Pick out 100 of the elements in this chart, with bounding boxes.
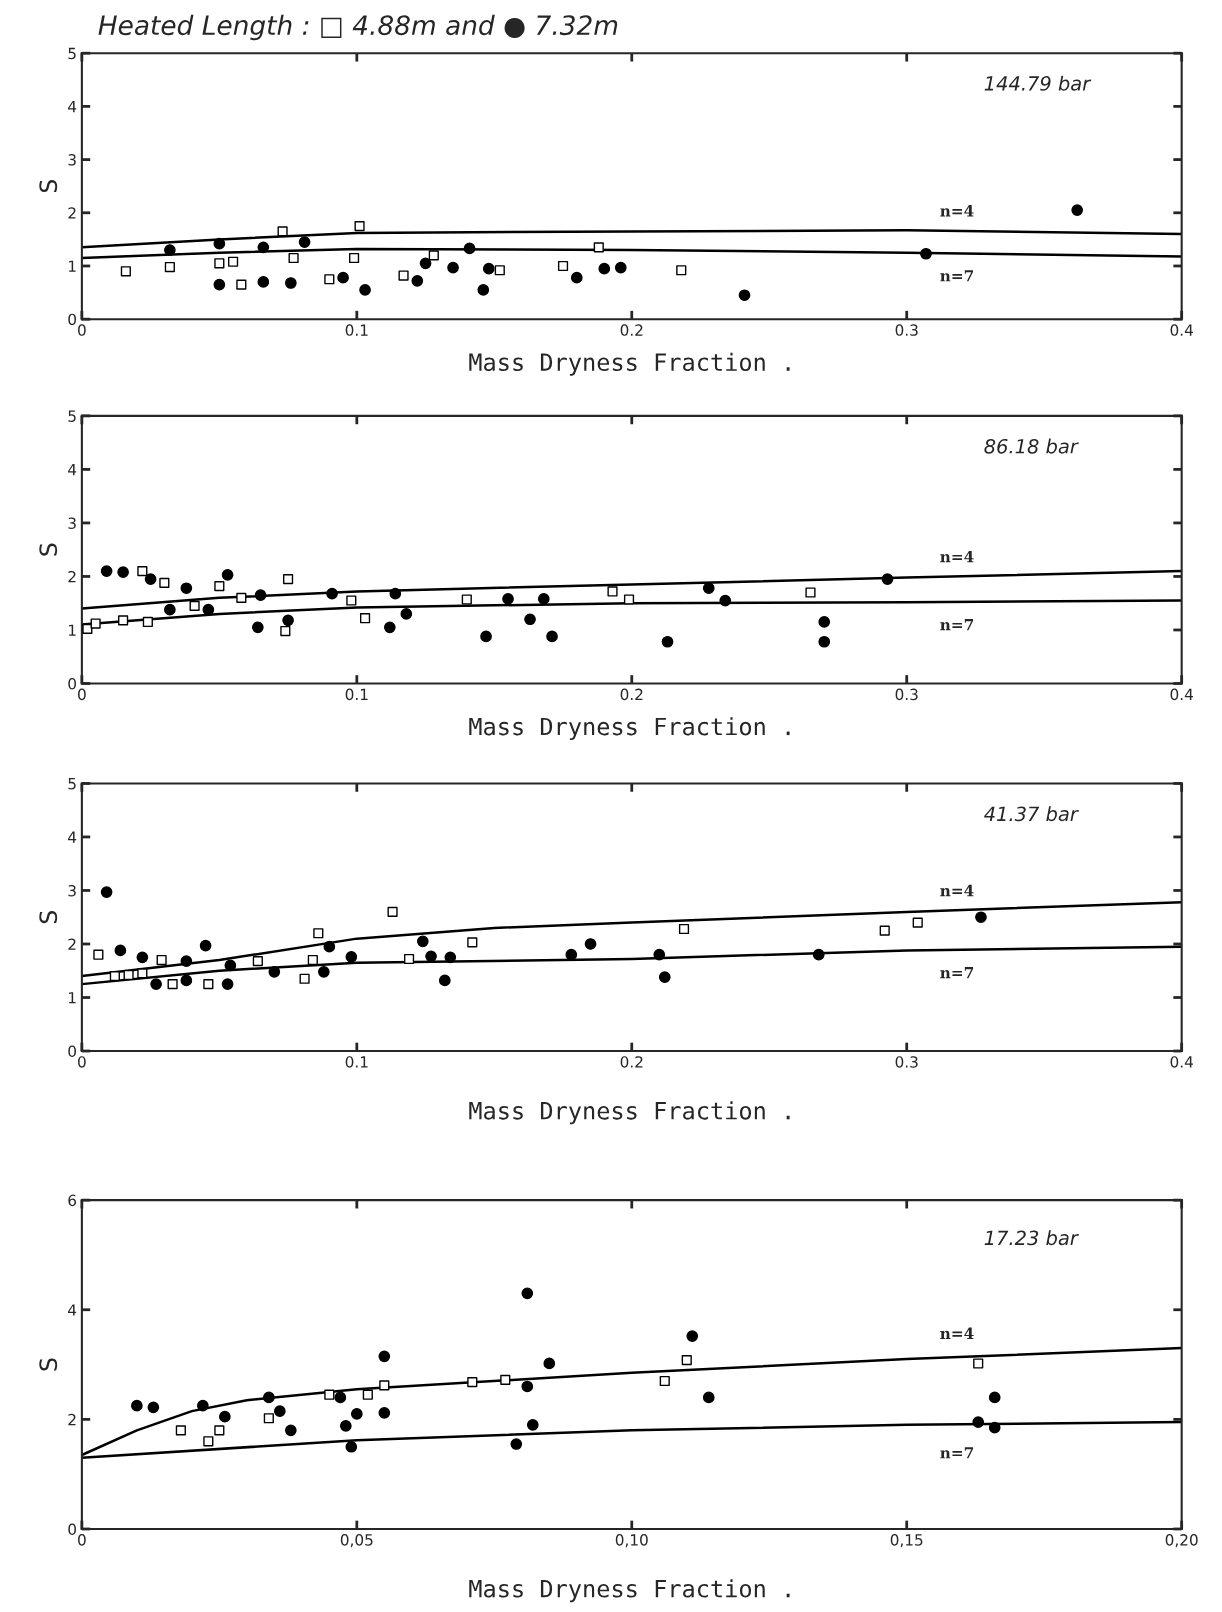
y-tick-label: 2 (68, 1413, 76, 1426)
y-tick-label: 0 (68, 1523, 76, 1535)
point (480, 630, 492, 643)
point (593, 242, 604, 253)
point (257, 241, 270, 254)
point (570, 271, 583, 284)
x-axis-title: Mass Dryness Fraction . (469, 1579, 790, 1603)
point (199, 939, 212, 952)
point (661, 635, 674, 648)
series-label: n=7 (940, 967, 973, 979)
point (988, 1391, 1001, 1404)
point (180, 974, 193, 987)
point (323, 940, 336, 953)
point (228, 256, 239, 267)
point (719, 594, 732, 607)
x-tick-label: 0.3 (895, 324, 918, 336)
point (881, 573, 894, 585)
point (147, 1401, 160, 1414)
x-tick-label: 0,10 (615, 1534, 648, 1548)
y-tick-label: 1 (68, 992, 76, 1004)
point (268, 965, 281, 978)
y-axis-title: S (39, 911, 58, 924)
point (419, 257, 432, 270)
point (180, 582, 193, 595)
point (510, 1438, 523, 1450)
point (975, 911, 987, 924)
y-axis-title: S (39, 180, 58, 193)
point (236, 592, 247, 603)
point (812, 948, 825, 961)
point (298, 236, 311, 248)
x-axis-title: Mass Dryness Fraction . (469, 1101, 790, 1125)
point (623, 594, 635, 605)
point (447, 261, 459, 274)
point (100, 565, 113, 577)
y-tick-label: 4 (68, 831, 77, 843)
point (189, 600, 200, 611)
y-tick-label: 5 (68, 47, 76, 60)
point (359, 613, 371, 624)
point (339, 1420, 352, 1432)
point (818, 635, 831, 648)
point (156, 954, 167, 966)
y-tick-label: 0 (68, 313, 76, 326)
point (164, 261, 175, 273)
y-axis-title: S (39, 543, 58, 556)
chart-title: Heated Length : □ 4.88m and ● 7.32m (98, 14, 618, 41)
point (428, 250, 439, 261)
point (236, 279, 247, 290)
point (214, 1425, 225, 1436)
point (345, 950, 358, 963)
point (346, 595, 357, 606)
point (543, 1357, 556, 1370)
point (273, 1405, 286, 1417)
point (607, 586, 618, 597)
x-axis-title: Mass Dryness Fraction . (469, 717, 790, 740)
point (219, 1410, 231, 1423)
point (164, 244, 176, 256)
point (252, 956, 263, 967)
x-tick-label: 0.1 (345, 1056, 368, 1068)
point (90, 618, 101, 629)
annotation: 144.79 bar (984, 75, 1092, 91)
point (524, 613, 536, 626)
y-tick-label: 1 (68, 624, 76, 636)
series-label: n=7 (940, 619, 973, 631)
point (284, 277, 297, 289)
x-tick-label: 0.2 (620, 324, 643, 336)
x-tick-label: 0.4 (1170, 1056, 1193, 1068)
series-label: n=4 (940, 1327, 974, 1339)
point (288, 252, 299, 264)
point (362, 1389, 373, 1400)
point (131, 1399, 143, 1412)
point (614, 261, 627, 274)
point (444, 951, 457, 964)
point (676, 265, 687, 276)
point (379, 1380, 390, 1391)
point (109, 971, 120, 982)
point (197, 1399, 209, 1412)
point (598, 262, 611, 275)
point (467, 937, 478, 948)
point (912, 917, 923, 928)
series-label: n=4 (940, 205, 974, 217)
point (482, 262, 495, 275)
point (299, 973, 310, 984)
point (653, 948, 666, 961)
point (284, 1424, 297, 1437)
x-axis-title: Mass Dryness Fraction . (469, 352, 790, 376)
line-series (81, 900, 1182, 978)
point (378, 1350, 391, 1363)
point (988, 1421, 1001, 1434)
point (805, 587, 816, 598)
point (337, 271, 349, 284)
y-tick-label: 2 (68, 570, 76, 583)
x-tick-label: 0 (78, 1056, 86, 1068)
x-tick-label: 0.4 (1170, 324, 1193, 336)
point (502, 593, 514, 605)
point (324, 274, 335, 285)
point (137, 566, 148, 577)
x-tick-label: 0.4 (1170, 688, 1193, 701)
point (164, 603, 176, 616)
point (136, 951, 149, 964)
x-tick-label: 0.1 (345, 324, 368, 336)
